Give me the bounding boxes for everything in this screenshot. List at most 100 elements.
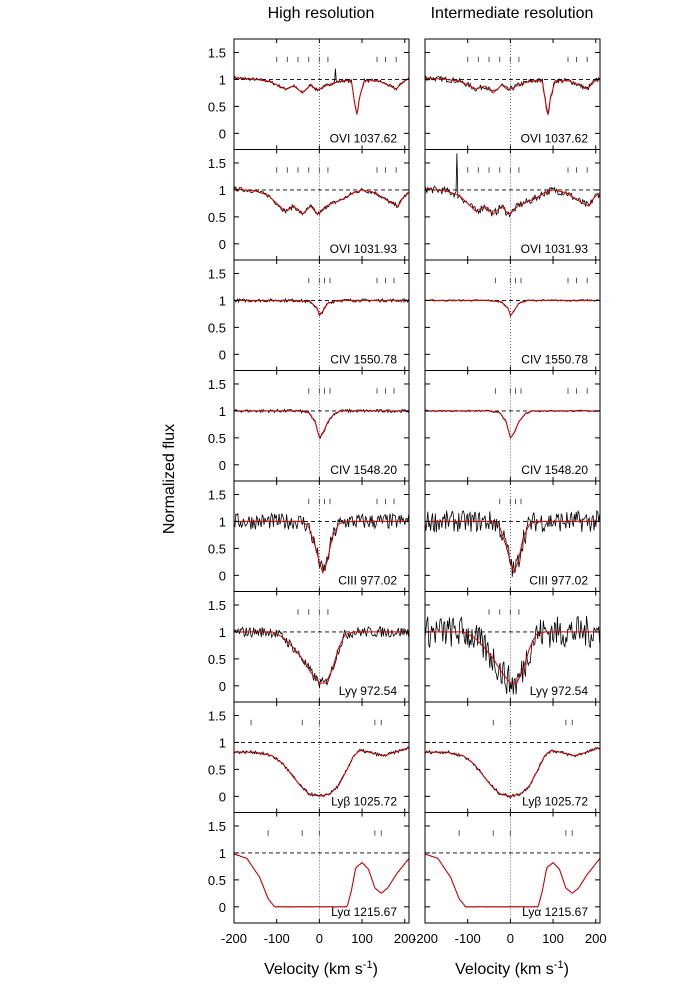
y-tick-label: 1 xyxy=(219,514,226,529)
panel-line-label: Lyγ 972.54 xyxy=(530,684,589,698)
x-axis-title-sup: -1 xyxy=(363,959,373,971)
y-tick-label: 1 xyxy=(219,846,226,861)
y-tick-label: 0 xyxy=(219,126,226,141)
panel-8-int: Lyα 1215.67 -200 -100 0 100 200 xyxy=(412,812,607,946)
observed-spectrum xyxy=(233,297,410,316)
observed-spectrum xyxy=(424,509,601,577)
y-tick-label: 0.5 xyxy=(208,541,226,556)
panel-6-int: Lyγ 972.54 xyxy=(424,591,601,703)
y-tick-label: 1.5 xyxy=(208,45,226,60)
panel-2-high: 0 0.5 1 1.5 OVI 1031.93 xyxy=(208,149,410,261)
panel-line-label: CIII 977.02 xyxy=(338,574,397,588)
model-fit xyxy=(233,77,410,115)
panel-7-high: 0 0.5 1 1.5 Lyβ 1025.72 xyxy=(208,701,410,813)
x-axis-title-close: ) xyxy=(564,961,569,978)
panel-6-high: 0 0.5 1 1.5 Lyγ 972.54 xyxy=(208,591,410,703)
column-title-high: High resolution xyxy=(268,5,375,22)
model-fit xyxy=(425,747,601,797)
y-tick-label: 1.5 xyxy=(208,266,226,281)
y-tick-label: 0 xyxy=(219,568,226,583)
y-tick-label: 0.5 xyxy=(208,431,226,446)
x-axis-title-main: Velocity (km s xyxy=(264,961,363,978)
model-fit xyxy=(425,299,600,317)
panel-line-label: CIV 1548.20 xyxy=(521,463,588,477)
panel-frame xyxy=(424,812,601,924)
panel-line-label: CIV 1548.20 xyxy=(330,463,397,477)
y-tick-label: 1 xyxy=(219,293,226,308)
y-tick-label: 0.5 xyxy=(208,99,226,114)
model-fit xyxy=(234,410,409,440)
panel-line-label: OVI 1031.93 xyxy=(330,242,398,256)
y-tick-label: 0.5 xyxy=(208,320,226,335)
x-tick-label: 200 xyxy=(394,931,416,946)
y-tick-label: 1 xyxy=(219,625,226,640)
panel-line-label: OVI 1031.93 xyxy=(521,242,589,256)
panel-5-high: 0 0.5 1 1.5 CIII 977.02 xyxy=(208,480,410,592)
observed-spectrum xyxy=(424,409,600,439)
panel-4-int: CIV 1548.20 xyxy=(424,370,601,482)
y-tick-label: 0 xyxy=(219,347,226,362)
y-tick-label: 1.5 xyxy=(208,819,226,834)
x-tick-label: -200 xyxy=(221,931,247,946)
observed-spectrum xyxy=(233,408,409,439)
observed-spectrum xyxy=(233,853,410,908)
observed-spectrum xyxy=(233,746,409,798)
model-fit xyxy=(424,77,601,115)
y-tick-label: 0.5 xyxy=(208,652,226,667)
y-tick-label: 0.5 xyxy=(208,762,226,777)
model-fit xyxy=(424,853,601,908)
panel-3-int: CIV 1550.78 xyxy=(424,259,601,371)
model-fit xyxy=(234,747,410,797)
model-fit xyxy=(425,520,600,575)
x-axis-title-main: Velocity (km s xyxy=(455,961,554,978)
observed-spectrum xyxy=(233,512,410,572)
panel-2-int: OVI 1031.93 xyxy=(424,149,601,261)
observed-spectrum xyxy=(424,747,600,798)
model-fit xyxy=(234,299,409,317)
y-tick-label: 1 xyxy=(219,72,226,87)
x-tick-label: 0 xyxy=(316,931,323,946)
observed-spectrum xyxy=(425,853,601,908)
panel-line-label: Lyβ 1025.72 xyxy=(522,795,588,809)
x-tick-label: -100 xyxy=(455,931,481,946)
panel-1-high: 0 0.5 1 1.5 OVI 1037.62 xyxy=(208,38,410,150)
panel-8-high: 0 0.5 1 1.5 Lyα 1215.67 -200 -100 0 100 200 xyxy=(208,812,416,946)
panel-line-label: Lyα 1215.67 xyxy=(522,905,588,919)
y-tick-label: 1.5 xyxy=(208,377,226,392)
y-tick-label: 1 xyxy=(219,183,226,198)
column-title-intermediate: Intermediate resolution xyxy=(431,5,594,22)
y-tick-label: 0 xyxy=(219,458,226,473)
y-tick-label: 1 xyxy=(219,735,226,750)
x-axis-title-sup: -1 xyxy=(554,959,564,971)
observed-spectrum xyxy=(424,615,601,695)
panel-7-int: Lyβ 1025.72 xyxy=(424,701,601,813)
model-fit xyxy=(424,188,601,215)
y-tick-label: 1.5 xyxy=(208,156,226,171)
observed-spectrum xyxy=(233,68,410,116)
model-fit xyxy=(234,520,409,575)
y-tick-label: 1.5 xyxy=(208,487,226,502)
panel-3-high: 0 0.5 1 1.5 CIV 1550.78 xyxy=(208,259,410,371)
panel-frame xyxy=(233,812,410,924)
panel-line-label: CIV 1550.78 xyxy=(521,353,588,367)
x-tick-label: -100 xyxy=(264,931,290,946)
panel-line-label: Lyβ 1025.72 xyxy=(331,795,397,809)
panel-line-label: CIII 977.02 xyxy=(529,574,588,588)
x-axis-title-high: Velocity (km s-1) xyxy=(264,959,378,978)
x-axis-title-close: ) xyxy=(373,961,378,978)
x-tick-label: -200 xyxy=(412,931,438,946)
y-tick-label: 1.5 xyxy=(208,598,226,613)
panel-5-int: CIII 977.02 xyxy=(424,480,601,592)
observed-spectrum xyxy=(233,186,409,216)
model-fit xyxy=(233,853,410,908)
panel-line-label: CIV 1550.78 xyxy=(330,353,397,367)
y-tick-label: 0.5 xyxy=(208,873,226,888)
y-axis-title: Normalized flux xyxy=(161,424,178,534)
observed-spectrum xyxy=(424,153,601,218)
y-tick-label: 1 xyxy=(219,404,226,419)
y-tick-label: 0 xyxy=(219,789,226,804)
model-fit xyxy=(234,631,409,684)
model-fit xyxy=(233,188,410,215)
y-tick-label: 1.5 xyxy=(208,708,226,723)
